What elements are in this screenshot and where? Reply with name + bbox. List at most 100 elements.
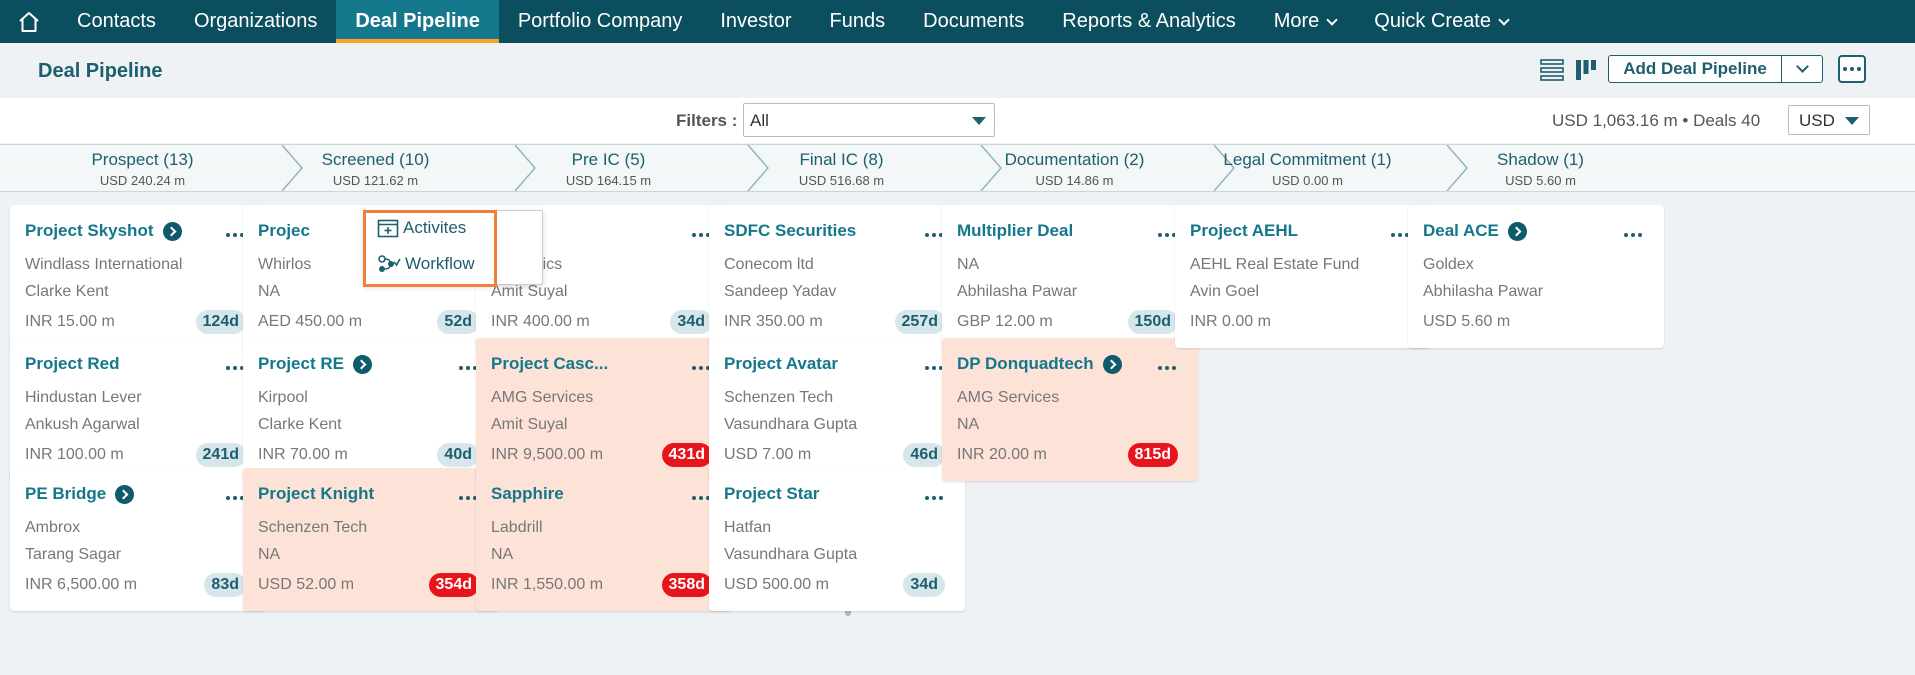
deal-name-text: Project Skyshot	[25, 221, 154, 240]
page-header: Deal Pipeline Add Deal Pipeline	[0, 43, 1915, 98]
deal-age-badge: 124d	[195, 310, 246, 334]
deal-card[interactable]: Project Skyshot Windlass International Cla…	[10, 205, 266, 348]
stage-name: Legal Commitment (1)	[1223, 150, 1392, 169]
deal-name[interactable]: Project Star	[724, 484, 819, 504]
deal-name-text: Deal ACE	[1423, 221, 1499, 240]
card-menu-icon[interactable]	[459, 366, 477, 370]
top-navigation: Contacts Organizations Deal Pipeline Portfo…	[0, 0, 1915, 43]
deal-name[interactable]: Sapphire	[491, 484, 564, 504]
deal-card[interactable]: Multiplier Deal NA Abhilasha Pawar GBP 12.0…	[942, 205, 1198, 348]
card-menu-icon[interactable]	[459, 496, 477, 500]
card-menu-icon[interactable]	[1391, 233, 1409, 237]
deal-name[interactable]: Deal ACE	[1423, 221, 1527, 241]
deal-name[interactable]: SDFC Securities	[724, 221, 856, 241]
stage-amount: USD 121.62 m	[332, 173, 419, 188]
kanban-view-button[interactable]	[1573, 57, 1599, 83]
stage-name: Final IC (8)	[799, 150, 884, 169]
deal-owner: Clarke Kent	[25, 283, 109, 300]
deal-card[interactable]: Project Star Hatfan Vasundhara Gupta USD 50…	[709, 468, 965, 611]
deal-card[interactable]: Project Casc... AMG Services Amit Suyal INR…	[476, 338, 732, 481]
card-menu-icon[interactable]	[692, 496, 710, 500]
add-deal-pipeline-label[interactable]: Add Deal Pipeline	[1609, 56, 1782, 82]
nav-more[interactable]: More	[1255, 0, 1356, 43]
nav-deal-pipeline[interactable]: Deal Pipeline	[336, 0, 499, 43]
nav-investor[interactable]: Investor	[701, 0, 810, 43]
deal-name[interactable]: Project Casc...	[491, 354, 608, 374]
chevron-down-icon	[1498, 13, 1510, 26]
nav-portfolio-company[interactable]: Portfolio Company	[499, 0, 702, 43]
nav-organizations[interactable]: Organizations	[175, 0, 336, 43]
filter-bar: Filters : All USD 1,063.16 m • Deals 40 …	[0, 98, 1915, 143]
navigate-arrow-icon[interactable]	[352, 354, 372, 374]
deal-card[interactable]: Deal ACE Goldex Abhilasha Pawar USD 5.60 m	[1408, 205, 1664, 348]
deal-age-badge: 257d	[894, 310, 945, 334]
home-button[interactable]	[0, 0, 58, 43]
deal-name[interactable]: Project Avatar	[724, 354, 838, 374]
nav-funds[interactable]: Funds	[811, 0, 905, 43]
stage-header[interactable]: Pre IC (5) USD 164.15 m	[466, 145, 751, 191]
deal-owner: Avin Goel	[1190, 283, 1260, 300]
deal-card[interactable]: Sapphire Labdrill NA INR 1,550.00 m 358d	[476, 468, 732, 611]
deal-name[interactable]: Project Knight	[258, 484, 374, 504]
card-menu-icon[interactable]	[226, 496, 244, 500]
card-menu-icon[interactable]	[1158, 233, 1176, 237]
card-menu-icon[interactable]	[925, 366, 943, 370]
deal-name[interactable]: Project RE	[258, 354, 372, 374]
card-menu-icon[interactable]	[925, 496, 943, 500]
nav-reports-analytics[interactable]: Reports & Analytics	[1043, 0, 1254, 43]
nav-documents[interactable]: Documents	[904, 0, 1043, 43]
deal-card[interactable]: PE Bridge Ambrox Tarang Sagar INR 6,500.00 …	[10, 468, 266, 611]
add-deal-dropdown-button[interactable]	[1782, 56, 1822, 82]
card-menu-icon[interactable]	[226, 366, 244, 370]
stage-header[interactable]: Final IC (8) USD 516.68 m	[699, 145, 984, 191]
more-options-button[interactable]	[1838, 55, 1866, 83]
add-deal-pipeline-button[interactable]: Add Deal Pipeline	[1608, 55, 1823, 83]
deal-amount: INR 15.00 m	[25, 313, 115, 330]
stage-header[interactable]: Shadow (1) USD 5.60 m	[1398, 145, 1683, 191]
card-menu-icon[interactable]	[692, 233, 710, 237]
filters-select[interactable]: All	[743, 103, 995, 137]
deal-card[interactable]: Project Knight Schenzen Tech NA USD 52.00 m…	[243, 468, 499, 611]
stage-header[interactable]: Prospect (13) USD 240.24 m	[0, 145, 285, 191]
card-menu-icon[interactable]	[1624, 233, 1642, 237]
card-menu-icon[interactable]	[925, 233, 943, 237]
deal-card[interactable]: Project Avatar Schenzen Tech Vasundhara Gu…	[709, 338, 965, 481]
deal-name[interactable]: Project AEHL	[1190, 221, 1298, 241]
deal-card[interactable]: Project RE Kirpool Clarke Kent INR 70.00 m 4…	[243, 338, 499, 481]
deal-name[interactable]: Project Red	[25, 354, 119, 374]
deal-name[interactable]: PE Bridge	[25, 484, 135, 504]
deal-name[interactable]: DP Donquadtech	[957, 354, 1122, 374]
deal-name-text: SDFC Securities	[724, 221, 857, 240]
deal-age-badge: 83d	[204, 573, 246, 597]
stage-header[interactable]: Screened (10) USD 121.62 m	[233, 145, 518, 191]
card-menu-icon[interactable]	[1158, 366, 1176, 370]
deal-card[interactable]: DP Donquadtech AMG Services NA INR 20.00 m 8…	[942, 338, 1198, 481]
stage-chevron-icon	[980, 145, 1002, 191]
deal-name[interactable]: Multiplier Deal	[957, 221, 1073, 241]
menu-item-activites[interactable]: Activites	[377, 218, 466, 238]
menu-item-workflow[interactable]: Workflow	[377, 253, 475, 275]
deal-owner: NA	[258, 546, 281, 563]
card-menu-icon[interactable]	[692, 366, 710, 370]
currency-select[interactable]: USD	[1788, 105, 1870, 135]
deal-age-badge: 815d	[1127, 443, 1178, 467]
deal-amount: INR 1,550.00 m	[491, 576, 604, 593]
nav-contacts[interactable]: Contacts	[58, 0, 175, 43]
deal-owner: Abhilasha Pawar	[1423, 283, 1544, 300]
deal-owner: Abhilasha Pawar	[957, 283, 1078, 300]
navigate-arrow-icon[interactable]	[1102, 354, 1122, 374]
list-view-button[interactable]	[1539, 57, 1565, 83]
deal-card[interactable]: Project AEHL AEHL Real Estate Fund Avin Go…	[1175, 205, 1431, 348]
stage-header[interactable]: Documentation (2) USD 14.86 m	[932, 145, 1217, 191]
deal-name[interactable]: Project Skyshot	[25, 221, 182, 241]
navigate-arrow-icon[interactable]	[1507, 221, 1527, 241]
deal-card[interactable]: SDFC Securities Conecom ltd Sandeep Yadav I…	[709, 205, 965, 348]
deal-card[interactable]: Project Red Hindustan Lever Ankush Agarwal…	[10, 338, 266, 481]
stage-header[interactable]: Legal Commitment (1) USD 0.00 m	[1165, 145, 1450, 191]
nav-quick-create[interactable]: Quick Create	[1355, 0, 1527, 43]
card-menu-icon[interactable]	[226, 233, 244, 237]
navigate-arrow-icon[interactable]	[162, 221, 182, 241]
deal-company: AMG Services	[491, 389, 594, 406]
navigate-arrow-icon[interactable]	[115, 484, 135, 504]
deal-name[interactable]: Projec	[258, 221, 310, 241]
